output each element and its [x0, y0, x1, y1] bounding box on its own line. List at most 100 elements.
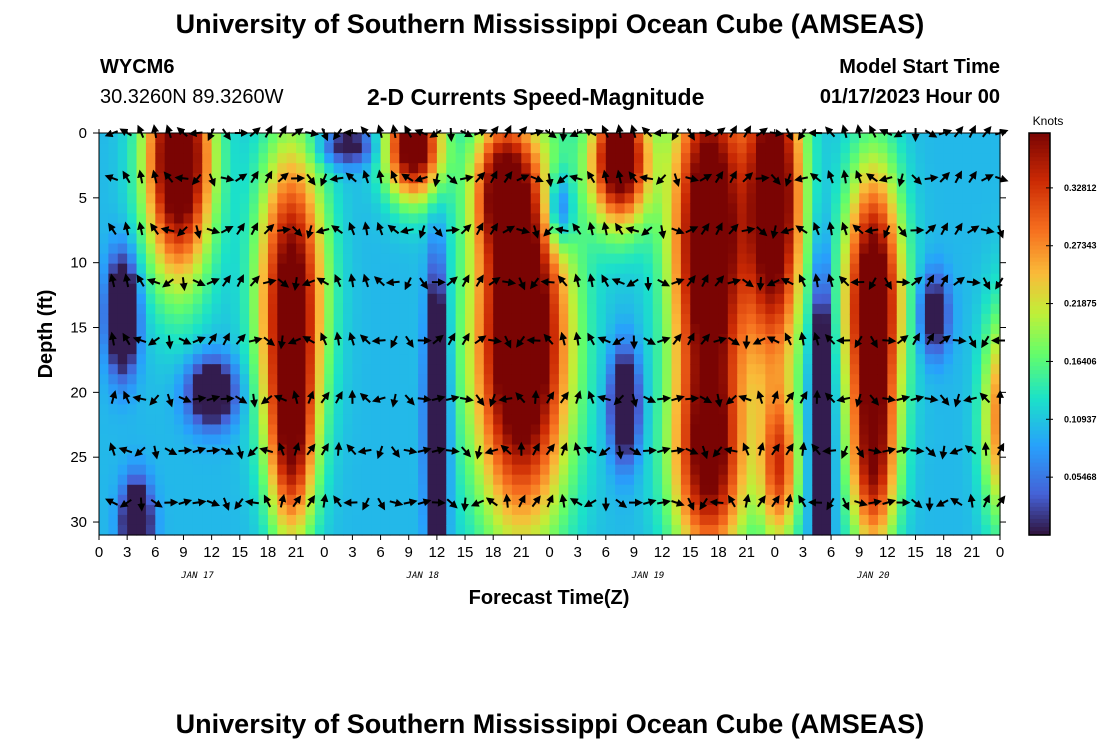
heatmap-cell [868, 253, 879, 265]
heatmap-cell [136, 344, 147, 355]
current-vector-arrow [345, 172, 357, 183]
heatmap-cell [296, 203, 307, 214]
heatmap-cell [549, 193, 560, 204]
heatmap-cell [662, 223, 673, 235]
heatmap-cell [511, 464, 522, 476]
heatmap-cell [136, 424, 147, 436]
heatmap-cell [436, 374, 447, 385]
heatmap-cell [286, 444, 297, 456]
heatmap-cell [868, 454, 879, 466]
heatmap-cell [568, 273, 579, 285]
heatmap-cell [971, 313, 982, 325]
heatmap-cell [868, 424, 879, 436]
heatmap-cell [737, 374, 748, 385]
heatmap-cell [680, 133, 691, 144]
heatmap-cell [483, 283, 494, 295]
heatmap-cell [502, 424, 513, 436]
heatmap-cell [802, 263, 813, 275]
heatmap-cell [418, 243, 429, 255]
heatmap-cell [164, 233, 175, 245]
heatmap-cell [399, 233, 410, 245]
heatmap-cell [230, 263, 241, 275]
heatmap-cell [896, 524, 907, 536]
heatmap-cell [990, 474, 1001, 486]
heatmap-cell [474, 464, 485, 476]
current-vector-arrow [671, 278, 685, 286]
heatmap-cell [127, 193, 138, 204]
heatmap-cell [868, 414, 879, 426]
heatmap-cell [737, 424, 748, 436]
heatmap-cell [99, 384, 109, 395]
heatmap-cell [868, 273, 879, 285]
heatmap-cell [755, 293, 766, 305]
heatmap-cell [690, 263, 701, 275]
heatmap-cell [624, 183, 635, 194]
heatmap-cell [117, 193, 128, 204]
heatmap-cell [577, 384, 588, 395]
heatmap-cell [971, 384, 982, 395]
current-vector-arrow [587, 273, 596, 288]
heatmap-cell [389, 323, 400, 335]
colorbar-segment [1029, 526, 1050, 532]
current-vector-arrow [122, 332, 131, 346]
heatmap-cell [727, 283, 738, 295]
heatmap-cell [587, 163, 598, 174]
heatmap-cell [680, 504, 691, 516]
heatmap-cell [117, 293, 128, 305]
heatmap-cell [953, 484, 964, 496]
heatmap-cell [211, 253, 222, 265]
x-tick-label: 12 [879, 544, 896, 561]
heatmap-cell [793, 203, 804, 214]
current-vector-arrow [475, 274, 484, 287]
heatmap-cell [221, 293, 231, 305]
heatmap-cell [812, 374, 823, 385]
heatmap-cell [549, 384, 560, 395]
heatmap-cell [540, 183, 551, 194]
heatmap-cell [558, 504, 569, 516]
heatmap-cell [793, 213, 804, 225]
heatmap-cell [755, 203, 766, 214]
heatmap-cell [709, 514, 720, 526]
heatmap-cell [427, 323, 438, 335]
heatmap-cell [746, 303, 757, 315]
heatmap-cell [727, 153, 738, 164]
heatmap-cell [849, 233, 860, 245]
current-vector-arrow [701, 274, 709, 288]
current-vector-arrow [757, 442, 765, 456]
heatmap-cell [859, 484, 870, 496]
heatmap-cell [389, 133, 400, 144]
current-vector-arrow [587, 221, 596, 236]
heatmap-cell [258, 173, 269, 184]
heatmap-cell [239, 514, 250, 526]
heatmap-cell [183, 283, 194, 295]
current-vector-arrow [543, 225, 554, 237]
current-vector-arrow [445, 226, 460, 235]
heatmap-cell [399, 293, 410, 305]
heatmap-cell [577, 153, 588, 164]
colorbar-segment [1029, 494, 1050, 500]
heatmap-cell [296, 404, 307, 415]
heatmap-cell [343, 384, 354, 395]
heatmap-cell [352, 183, 363, 194]
current-vector-arrow [414, 174, 428, 183]
heatmap-cell [624, 243, 635, 255]
heatmap-cell [192, 323, 203, 335]
heatmap-cell [493, 293, 504, 305]
current-vector-arrow [643, 446, 657, 455]
heatmap-cell [802, 474, 813, 486]
heatmap-cell [540, 243, 551, 255]
heatmap-cell [587, 183, 598, 194]
heatmap-cell [389, 404, 400, 415]
heatmap-cell [624, 143, 635, 154]
heatmap-cell [699, 424, 710, 436]
heatmap-cell [624, 344, 635, 355]
current-vector-arrow [700, 333, 711, 345]
heatmap-cell [587, 303, 598, 315]
heatmap-cell [174, 484, 185, 496]
heatmap-cell [211, 364, 222, 375]
heatmap-cell [399, 364, 410, 375]
heatmap-cell [239, 133, 250, 144]
heatmap-cell [502, 364, 513, 375]
heatmap-cell [408, 474, 419, 486]
heatmap-cell [868, 243, 879, 255]
